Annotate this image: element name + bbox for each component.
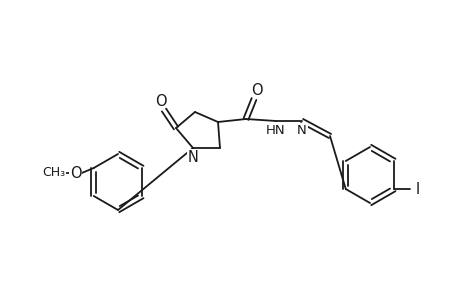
Text: N: N <box>187 149 198 164</box>
Text: HN: HN <box>266 124 285 136</box>
Text: N: N <box>297 124 306 136</box>
Text: CH₃: CH₃ <box>42 167 65 179</box>
Text: O: O <box>70 166 81 181</box>
Text: O: O <box>155 94 167 109</box>
Text: O: O <box>251 82 262 98</box>
Text: I: I <box>414 182 419 196</box>
